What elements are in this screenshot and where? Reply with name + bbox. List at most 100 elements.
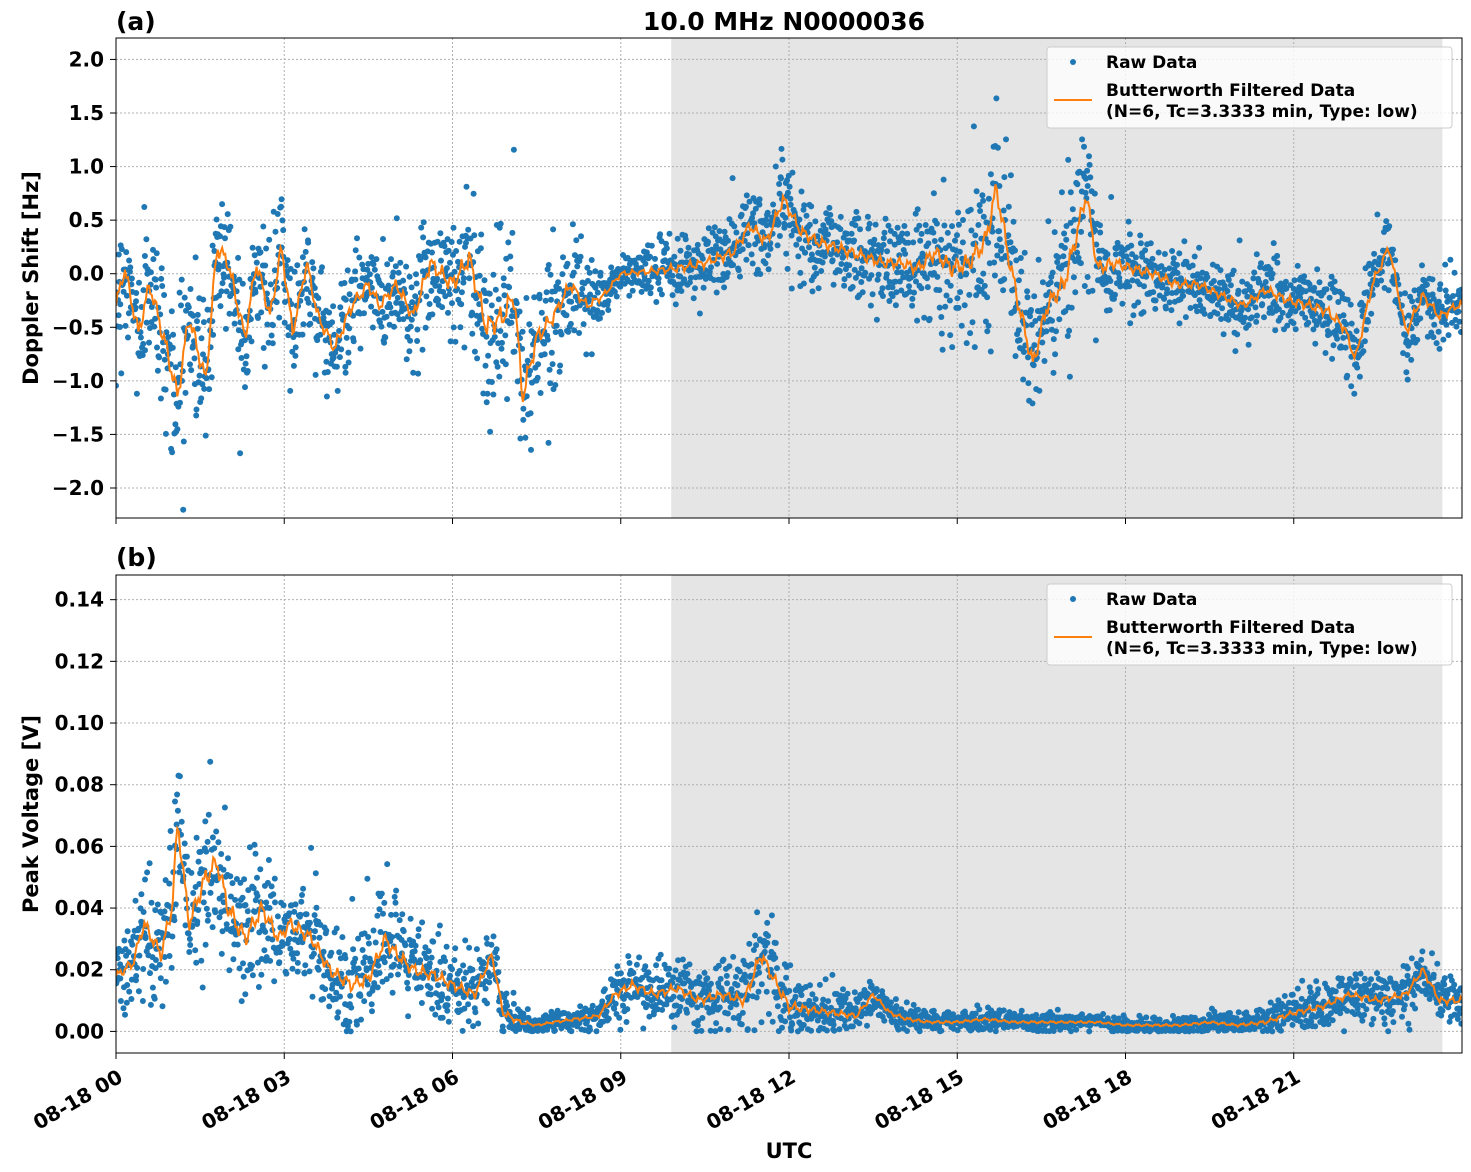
raw-data-point (809, 288, 816, 295)
raw-data-point (672, 967, 679, 974)
raw-data-point (803, 212, 810, 219)
raw-data-point (1170, 1012, 1176, 1019)
raw-data-point (1013, 257, 1020, 264)
raw-data-point (497, 328, 504, 334)
raw-data-point (910, 1001, 917, 1008)
raw-data-point (230, 956, 237, 963)
raw-data-point (123, 292, 130, 299)
raw-data-point (1252, 304, 1259, 311)
raw-data-point (397, 259, 404, 266)
raw-data-point (190, 890, 197, 896)
raw-data-point (852, 274, 859, 281)
raw-data-point (880, 241, 887, 248)
raw-data-point (448, 239, 455, 245)
raw-data-point (764, 939, 771, 946)
raw-data-point (855, 215, 862, 222)
raw-data-point (486, 290, 493, 297)
raw-data-point (361, 998, 368, 1005)
raw-data-point (1437, 281, 1444, 288)
raw-data-point (780, 1007, 787, 1014)
raw-data-point (510, 146, 517, 153)
raw-data-point (374, 984, 381, 991)
raw-data-point (762, 260, 769, 267)
raw-data-point (772, 940, 779, 946)
raw-data-point (812, 218, 819, 225)
raw-data-point (750, 947, 757, 953)
raw-data-point (154, 367, 161, 374)
raw-data-point (171, 917, 178, 924)
raw-data-point (411, 948, 418, 955)
raw-data-point (255, 315, 261, 321)
raw-data-point (827, 211, 834, 218)
raw-data-point (936, 304, 943, 311)
raw-data-point (655, 275, 662, 282)
raw-data-point (1018, 1007, 1025, 1014)
raw-data-point (162, 386, 169, 393)
raw-data-point (1126, 283, 1133, 290)
raw-data-point (829, 971, 836, 978)
raw-data-point (146, 860, 153, 867)
raw-data-point (1354, 364, 1361, 371)
raw-data-point (287, 387, 294, 394)
raw-data-point (287, 945, 294, 952)
raw-data-point (1027, 313, 1033, 320)
raw-data-point (570, 269, 577, 276)
raw-data-point (449, 300, 455, 307)
raw-data-point (1278, 1027, 1284, 1034)
y-tick-label: 2.0 (69, 47, 104, 71)
raw-data-point (1020, 349, 1027, 355)
raw-data-point (1052, 351, 1059, 358)
raw-data-point (439, 1014, 446, 1021)
raw-data-point (445, 1018, 452, 1025)
raw-data-point (593, 1028, 600, 1035)
raw-data-point (1204, 274, 1211, 281)
raw-data-point (1073, 1026, 1080, 1033)
raw-data-point (163, 329, 170, 336)
raw-data-point (1402, 332, 1409, 338)
raw-data-point (152, 276, 159, 283)
raw-data-point (1031, 342, 1038, 349)
raw-data-point (268, 332, 275, 339)
raw-data-point (822, 976, 829, 983)
raw-data-point (694, 1004, 701, 1011)
raw-data-point (754, 909, 761, 916)
raw-data-point (1084, 167, 1091, 174)
raw-data-point (765, 252, 772, 259)
raw-data-point (1428, 329, 1435, 336)
raw-data-point (139, 352, 146, 359)
raw-data-point (238, 998, 245, 1005)
raw-data-point (1046, 1028, 1053, 1035)
raw-data-point (1132, 254, 1139, 261)
raw-data-point (476, 272, 483, 279)
raw-data-point (198, 957, 205, 964)
raw-data-point (133, 977, 139, 984)
raw-data-point (944, 229, 951, 236)
raw-data-point (1061, 230, 1068, 237)
raw-data-point (200, 319, 207, 326)
raw-data-point (1061, 244, 1068, 251)
raw-data-point (120, 1005, 127, 1012)
raw-data-point (711, 224, 718, 231)
raw-data-point (149, 984, 156, 991)
raw-data-point (763, 216, 769, 223)
raw-data-point (200, 296, 207, 303)
raw-data-point (840, 253, 847, 260)
panel-a: (a) Doppler Shift [Hz] 2.01.51.00.50.0−0… (19, 7, 1463, 524)
raw-data-point (194, 325, 201, 332)
raw-data-point (608, 264, 615, 271)
raw-data-point (1319, 302, 1326, 309)
raw-data-point (800, 280, 807, 287)
raw-data-point (226, 310, 233, 317)
raw-data-point (450, 324, 457, 331)
raw-data-point (197, 848, 204, 855)
raw-data-point (444, 1007, 451, 1014)
raw-data-point (733, 229, 740, 236)
raw-data-point (1225, 276, 1232, 283)
raw-data-point (203, 905, 210, 912)
raw-data-point (338, 346, 345, 353)
raw-data-point (1084, 183, 1091, 189)
raw-data-point (1176, 250, 1183, 257)
raw-data-point (460, 275, 467, 282)
raw-data-point (162, 430, 169, 437)
raw-data-point (541, 351, 548, 358)
